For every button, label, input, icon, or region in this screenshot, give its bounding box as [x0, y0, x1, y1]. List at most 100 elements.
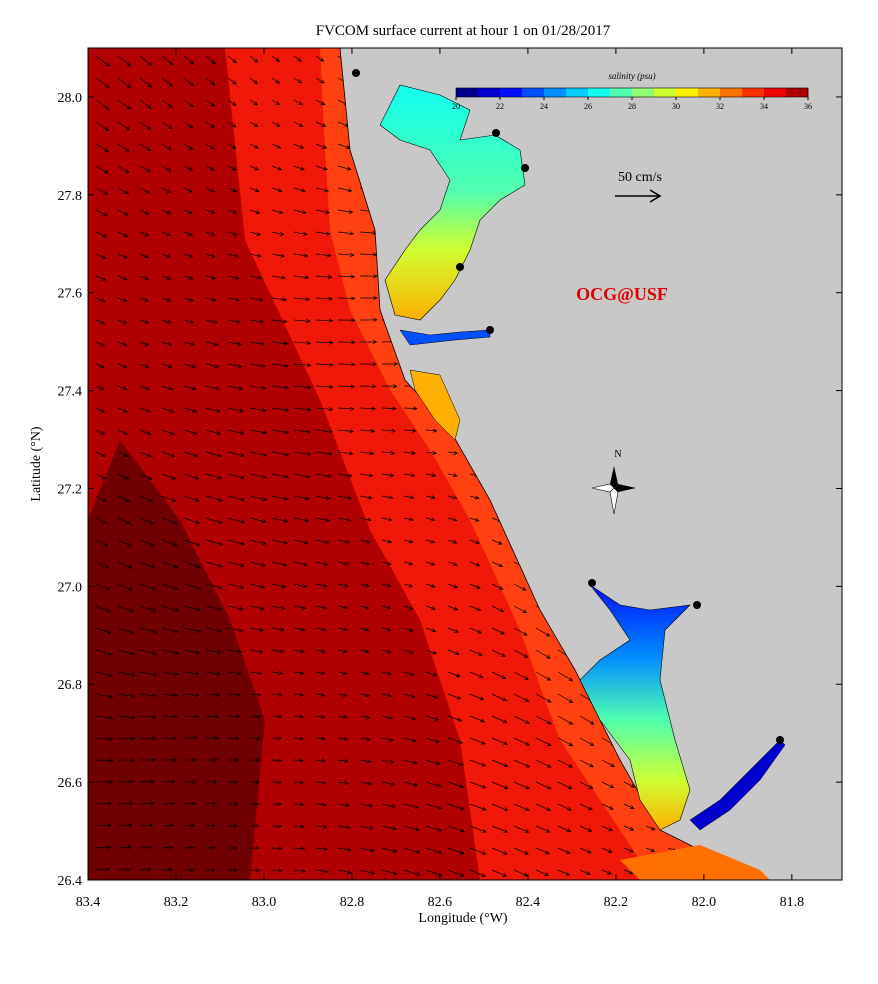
- current-vector: [293, 165, 305, 171]
- current-vector: [403, 627, 414, 632]
- current-vector: [623, 781, 636, 788]
- current-vector: [95, 649, 113, 656]
- current-vector: [139, 363, 150, 369]
- current-vector: [403, 825, 420, 832]
- current-vector: [95, 693, 114, 699]
- current-vector: [601, 869, 613, 875]
- current-vector: [403, 561, 414, 566]
- current-vector: [249, 671, 263, 676]
- current-vector: [183, 845, 195, 850]
- current-vector: [249, 253, 262, 258]
- current-vector: [227, 757, 240, 763]
- colorbar-segment: [764, 88, 787, 97]
- current-vector: [271, 692, 283, 697]
- current-vector: [271, 758, 282, 763]
- y-tick-label: 27.2: [58, 482, 83, 497]
- current-vector: [271, 780, 282, 785]
- current-vector: [315, 561, 329, 566]
- y-tick-label: 26.8: [58, 678, 83, 693]
- current-vector: [249, 495, 268, 502]
- current-vector: [381, 561, 392, 566]
- current-vector: [117, 165, 130, 173]
- current-vector: [359, 847, 375, 853]
- current-vector: [183, 649, 201, 655]
- current-vector: [315, 869, 330, 874]
- current-vector: [139, 627, 158, 634]
- current-vector: [249, 736, 261, 741]
- current-vector: [95, 715, 114, 720]
- current-vector: [359, 627, 370, 632]
- current-vector: [227, 868, 238, 873]
- current-vector: [535, 781, 552, 790]
- current-vector: [271, 363, 289, 368]
- current-vector: [139, 539, 155, 547]
- x-tick-label: 81.8: [780, 895, 805, 910]
- current-vector: [95, 451, 106, 457]
- current-vector: [491, 715, 508, 724]
- x-tick-label: 82.6: [428, 895, 453, 910]
- current-vector: [491, 693, 508, 702]
- current-vector: [315, 847, 329, 852]
- current-vector: [381, 539, 393, 544]
- current-vector: [425, 671, 438, 677]
- current-vector: [425, 715, 440, 721]
- y-tick-label: 27.8: [58, 189, 83, 204]
- current-vector: [205, 845, 217, 850]
- current-vector: [315, 429, 334, 434]
- current-vector: [227, 121, 237, 128]
- current-vector: [381, 406, 397, 411]
- current-vector: [183, 495, 200, 502]
- current-vector: [381, 627, 392, 632]
- current-vector: [425, 561, 436, 566]
- current-vector: [161, 473, 177, 480]
- current-vector: [183, 451, 199, 458]
- current-vector: [249, 824, 260, 829]
- current-vector: [183, 253, 194, 258]
- current-vector: [95, 867, 111, 872]
- current-vector: [359, 825, 374, 830]
- current-vector: [293, 77, 303, 84]
- current-vector: [447, 605, 459, 611]
- current-vector: [95, 495, 107, 502]
- colorbar-label: salinity (psu): [608, 71, 655, 81]
- current-vector: [183, 429, 199, 436]
- current-vector: [183, 231, 194, 236]
- current-vector: [139, 341, 150, 346]
- current-vector: [161, 297, 172, 302]
- current-vector: [535, 869, 550, 876]
- current-vector: [249, 55, 259, 63]
- current-vector: [315, 758, 327, 763]
- current-vector: [315, 736, 326, 741]
- current-vector: [491, 737, 509, 746]
- current-vector: [205, 539, 224, 546]
- current-vector: [513, 759, 531, 768]
- current-vector: [227, 55, 237, 64]
- current-vector: [469, 583, 481, 589]
- current-vector: [227, 165, 237, 171]
- current-vector: [403, 428, 417, 433]
- current-vector: [447, 693, 462, 700]
- current-vector: [513, 737, 531, 746]
- current-vector: [227, 473, 246, 480]
- current-vector: [447, 715, 463, 722]
- current-vector: [469, 627, 483, 634]
- current-vector: [249, 99, 259, 106]
- current-vector: [359, 473, 374, 478]
- current-vector: [161, 187, 172, 193]
- current-vector: [205, 779, 218, 784]
- current-vector: [337, 231, 355, 236]
- current-vector: [227, 605, 244, 611]
- current-vector: [161, 121, 173, 130]
- current-vector: [293, 824, 305, 829]
- current-vector: [381, 825, 397, 831]
- current-vector: [95, 779, 114, 784]
- current-vector: [403, 671, 415, 676]
- current-vector: [403, 495, 415, 500]
- current-vector: [293, 253, 309, 258]
- current-vector: [95, 341, 106, 347]
- current-vector: [337, 847, 352, 852]
- current-vector: [315, 802, 328, 807]
- current-vector: [227, 649, 243, 654]
- current-vector: [513, 649, 529, 658]
